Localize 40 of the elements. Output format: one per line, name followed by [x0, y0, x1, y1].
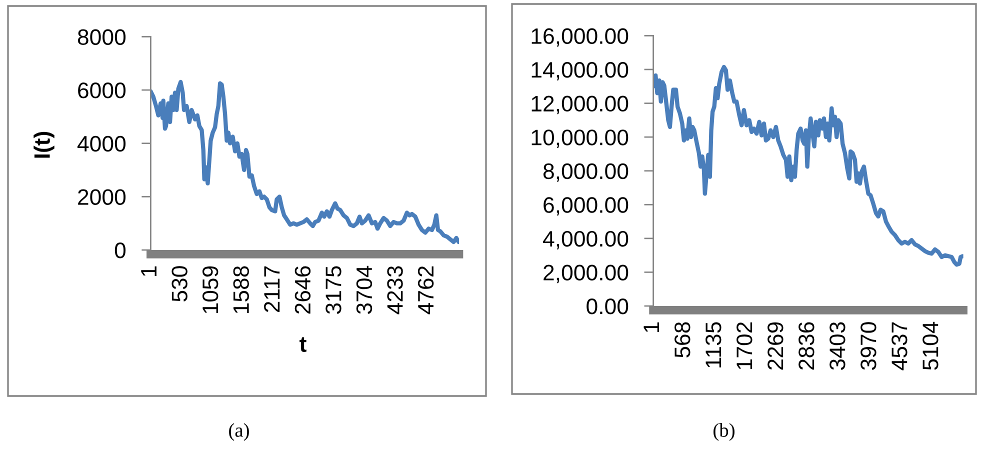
y-axis-title: I(t)	[34, 132, 54, 158]
line-series	[653, 64, 964, 267]
x-tick-label: 5104	[922, 322, 938, 370]
y-tick-label: 0	[114, 242, 126, 258]
y-tick-label: 0.00	[586, 298, 628, 314]
y-tick-label: 12,000.00	[532, 96, 628, 114]
x-tick-label: 530	[172, 266, 188, 302]
line-series	[150, 80, 459, 244]
x-tick-label: 2646	[294, 266, 311, 314]
text: (a)	[229, 423, 249, 441]
y-tick-label: 2000	[78, 189, 126, 205]
x-tick-label: 3403	[830, 322, 846, 370]
x-tick-label: 1	[644, 322, 660, 332]
y-tick-label: 16,000.00	[532, 28, 628, 47]
x-tick-label: 4537	[892, 322, 908, 370]
y-tick-label: 4,000.00	[543, 230, 628, 250]
y-tick-label: 6000	[78, 82, 126, 98]
x-tick-label: 568	[674, 322, 690, 358]
x-tick-label: 2117	[264, 266, 280, 312]
x-tick-label: 3704	[356, 266, 372, 314]
x-tick-label: 3175	[326, 266, 342, 314]
y-tick-label: 14,000.00	[532, 62, 628, 80]
x-tick-label: 1059	[202, 266, 218, 314]
y-tick-label: 4000	[77, 136, 126, 152]
x-tick-label: 4233	[387, 266, 403, 314]
x-tick-label: 1	[141, 266, 156, 276]
x-tick-label: 1135	[706, 322, 722, 368]
x-tick-label: 3970	[860, 322, 876, 370]
x-tick-label: 4762	[418, 266, 434, 314]
y-tick-label: 2,000.00	[544, 264, 628, 284]
x-axis-title: t	[300, 337, 306, 352]
y-tick-label: 8,000.00	[543, 163, 628, 182]
x-tick-label: 1588	[233, 266, 249, 314]
y-tick-label: 6,000.00	[544, 197, 628, 216]
text: (b)	[714, 423, 734, 441]
y-tick-label: 8000	[78, 29, 126, 45]
x-tick-label: 2269	[768, 322, 784, 370]
x-tick-label: 1702	[736, 322, 752, 370]
y-tick-label: 10,000.00	[532, 130, 628, 148]
x-tick-label: 2836	[798, 322, 814, 370]
